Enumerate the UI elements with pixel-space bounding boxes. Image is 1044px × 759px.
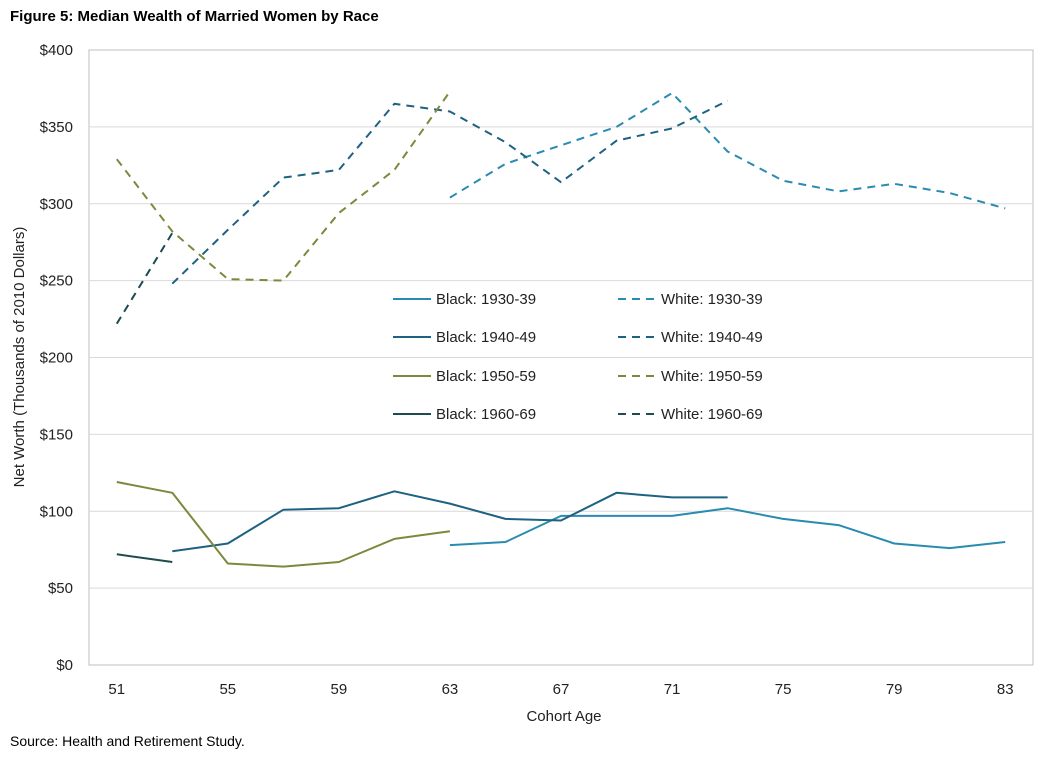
legend: Black: 1930-39 Black: 1940-49 Black: 1950-… (393, 291, 763, 423)
series-line-black-1960-69 (116, 553, 173, 563)
series-line-black-1930-39 (449, 507, 1006, 550)
x-axis-ticks: 51 55 59 63 67 71 75 79 83 (108, 681, 1013, 698)
y-tick-label: $100 (40, 503, 73, 520)
figure-title: Figure 5: Median Wealth of Married Women… (10, 8, 379, 25)
y-tick-label: $250 (40, 273, 73, 290)
y-axis-label: Net Worth (Thousands of 2010 Dollars) (11, 227, 28, 488)
x-tick-label: 51 (108, 681, 125, 698)
series-line-black-1950-59 (116, 481, 451, 568)
x-axis-label: Cohort Age (526, 708, 601, 725)
series-line-white-1930-39 (449, 92, 1006, 210)
x-tick-label: 75 (775, 681, 792, 698)
x-tick-label: 83 (997, 681, 1014, 698)
legend-label: Black: 1930-39 (436, 291, 536, 308)
series-lines (115, 90, 1006, 568)
series-line-black-1940-49 (172, 490, 728, 553)
legend-label: White: 1930-39 (661, 291, 763, 308)
series-line-white-1950-59 (116, 90, 451, 282)
x-tick-label: 71 (664, 681, 681, 698)
x-tick-label: 79 (886, 681, 903, 698)
x-tick-label: 67 (553, 681, 570, 698)
source-note: Source: Health and Retirement Study. (10, 733, 245, 749)
x-tick-label: 63 (442, 681, 459, 698)
legend-label: White: 1940-49 (661, 329, 763, 346)
y-tick-label: $300 (40, 196, 73, 213)
x-tick-label: 55 (219, 681, 236, 698)
y-tick-label: $200 (40, 350, 73, 367)
y-axis-ticks: $0 $50 $100 $150 $200 $250 $300 $350 $400 (40, 42, 73, 674)
legend-label: Black: 1940-49 (436, 329, 536, 346)
y-tick-label: $400 (40, 42, 73, 59)
y-tick-label: $350 (40, 119, 73, 136)
gridlines (89, 126, 1033, 589)
legend-label: Black: 1950-59 (436, 368, 536, 385)
legend-label: White: 1960-69 (661, 406, 763, 423)
y-tick-label: $0 (56, 657, 73, 674)
y-tick-label: $150 (40, 426, 73, 443)
series-line-white-1940-49 (171, 99, 729, 285)
x-tick-label: 59 (331, 681, 348, 698)
legend-label: Black: 1960-69 (436, 406, 536, 423)
y-tick-label: $50 (48, 580, 73, 597)
legend-label: White: 1950-59 (661, 368, 763, 385)
series-line-white-1960-69 (115, 232, 174, 325)
